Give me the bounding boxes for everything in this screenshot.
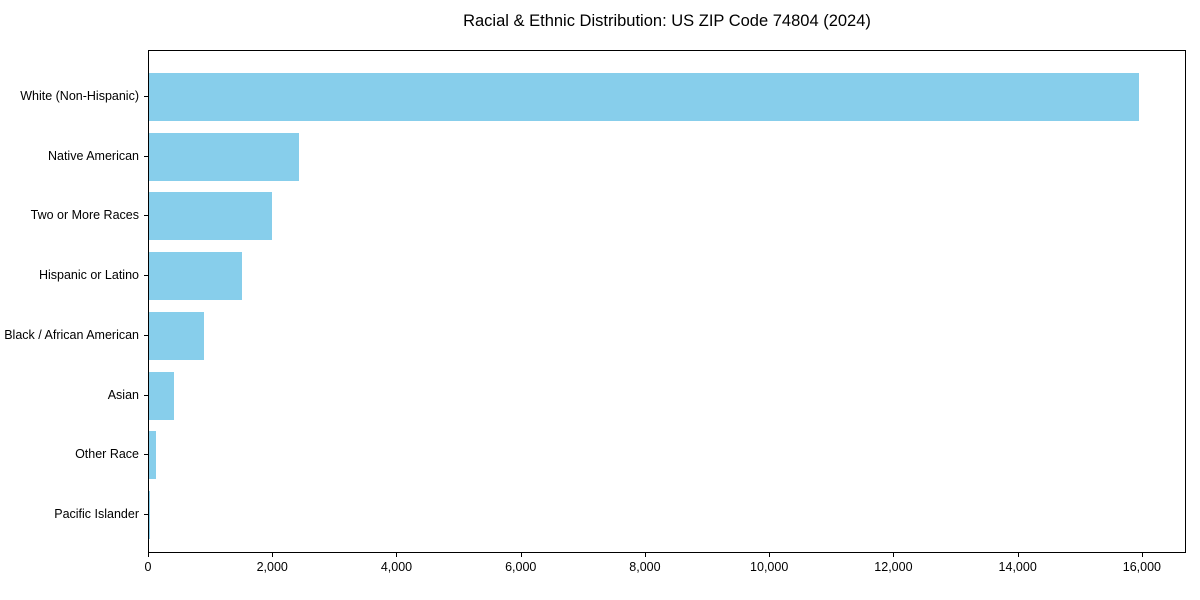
y-tick-mark [144,155,148,157]
x-tick-label: 6,000 [505,560,537,574]
y-tick-mark [144,513,148,515]
y-tick-label: Pacific Islander [54,506,139,521]
y-tick-label: Other Race [75,447,139,462]
bar-black-african-american [149,311,205,360]
x-tick-mark [148,553,149,557]
x-tick-label: 16,000 [1122,560,1162,574]
y-tick-label: Asian [107,387,139,402]
bar-pacific-islander [149,490,150,539]
y-tick-mark [144,96,148,97]
x-tick-label: 14,000 [998,560,1037,574]
y-tick-mark [144,454,148,456]
x-tick-mark [1017,553,1019,557]
y-tick-mark [144,394,148,396]
y-tick-label: Hispanic or Latino [38,268,139,283]
chart-title: Racial & Ethnic Distribution: US ZIP Cod… [463,12,871,30]
x-tick-mark [520,553,522,557]
x-tick-label: 2,000 [256,560,288,574]
bar-asian [149,371,175,420]
x-tick-label: 0 [144,560,152,574]
y-tick-mark [144,334,148,336]
y-tick-label: White (Non-Hispanic) [20,89,139,103]
y-tick-mark [144,275,148,277]
x-tick-mark [396,553,398,557]
x-tick-mark [644,553,646,557]
y-tick-mark [144,215,148,217]
x-tick-label: 12,000 [874,560,913,574]
bar-native-american [149,132,299,181]
bars-layer [149,51,1185,552]
x-tick-mark [769,553,771,557]
bar-hispanic-or-latino [149,252,242,301]
x-tick-mark [1141,553,1143,557]
y-tick-label: Native American [47,148,139,163]
y-tick-label: Two or More Races [30,208,139,223]
x-tick-mark [272,553,274,557]
y-tick-label: Black / African American [4,327,139,342]
x-tick-label: 8,000 [629,560,661,574]
bar-two-or-more-races [149,192,272,241]
bar-white-non-hispanic [149,73,1139,121]
bar-other-race [149,431,156,480]
plot-area [148,50,1186,553]
x-tick-label: 4,000 [380,560,413,574]
x-tick-label: 10,000 [750,560,789,574]
x-tick-mark [893,553,895,557]
